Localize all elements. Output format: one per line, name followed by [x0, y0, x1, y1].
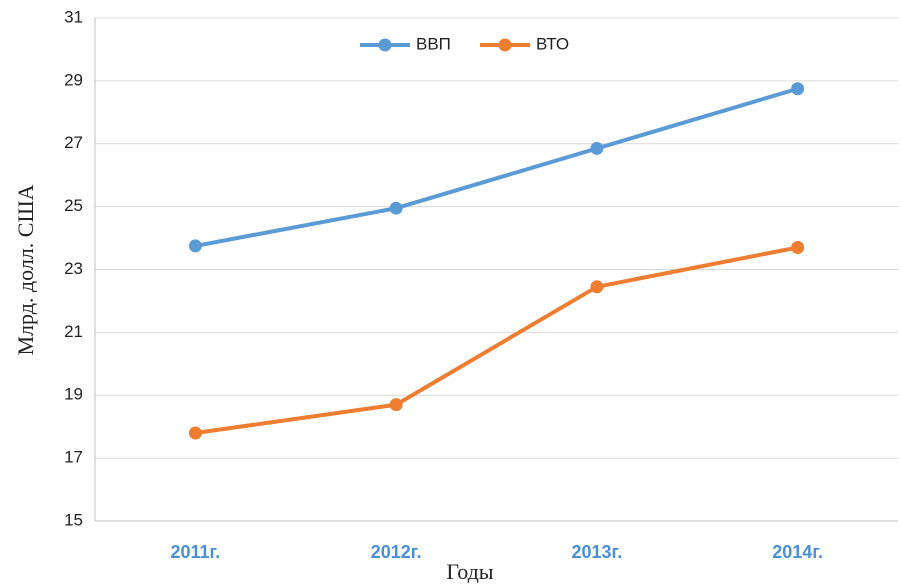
point	[389, 398, 403, 412]
y-tick-label: 19	[64, 385, 83, 404]
y-tick-label: 27	[64, 133, 83, 152]
x-axis-label: Годы	[446, 559, 493, 584]
point	[590, 141, 604, 155]
point	[791, 82, 805, 96]
y-tick-label: 23	[64, 259, 83, 278]
x-tick-label: 2012г.	[371, 542, 422, 562]
point	[188, 426, 202, 440]
point	[389, 201, 403, 215]
y-tick-label: 15	[64, 510, 83, 529]
legend-label: ВВП	[416, 34, 451, 53]
y-tick-label: 31	[64, 7, 83, 26]
y-tick-label: 29	[64, 70, 83, 89]
y-tick-label: 17	[64, 448, 83, 467]
point	[590, 280, 604, 294]
series-line	[195, 245, 799, 435]
y-axis-label: Млрд. долл. США	[13, 184, 38, 355]
x-tick-label: 2014г.	[772, 542, 823, 562]
legend-marker	[498, 38, 512, 52]
point	[188, 239, 202, 253]
y-tick-label: 21	[64, 322, 83, 341]
x-tick-label: 2011г.	[171, 542, 221, 562]
legend-marker	[378, 38, 392, 52]
series-line	[195, 86, 799, 248]
x-tick-label: 2013г.	[572, 542, 623, 562]
legend-label: ВТО	[536, 34, 569, 53]
point	[791, 240, 805, 254]
y-tick-label: 25	[64, 196, 83, 215]
